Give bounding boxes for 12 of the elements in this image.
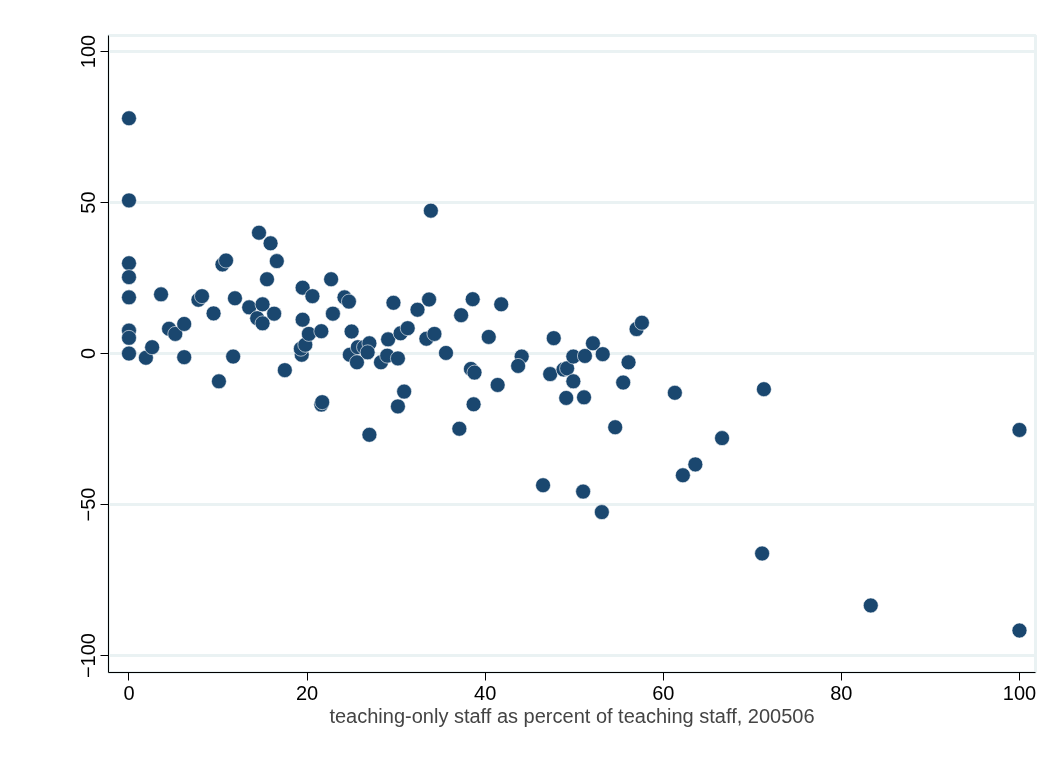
x-tick-label: 40 (474, 681, 497, 704)
y-tick-label: 100 (77, 34, 100, 69)
x-tick-label: 80 (830, 681, 853, 704)
x-tick-label: 100 (1002, 681, 1037, 704)
x-tick-label: 20 (295, 681, 319, 704)
x-tick-label: 60 (652, 681, 675, 704)
x-axis-title: teaching-only staff as percent of teaching staff, 200506 (329, 704, 815, 727)
y-tick-label: −100 (77, 633, 100, 679)
y-tick-label: 50 (77, 191, 100, 214)
y-tick-label: −50 (77, 487, 100, 522)
x-tick-label: 0 (123, 681, 135, 704)
y-tick-label: 0 (77, 347, 100, 360)
